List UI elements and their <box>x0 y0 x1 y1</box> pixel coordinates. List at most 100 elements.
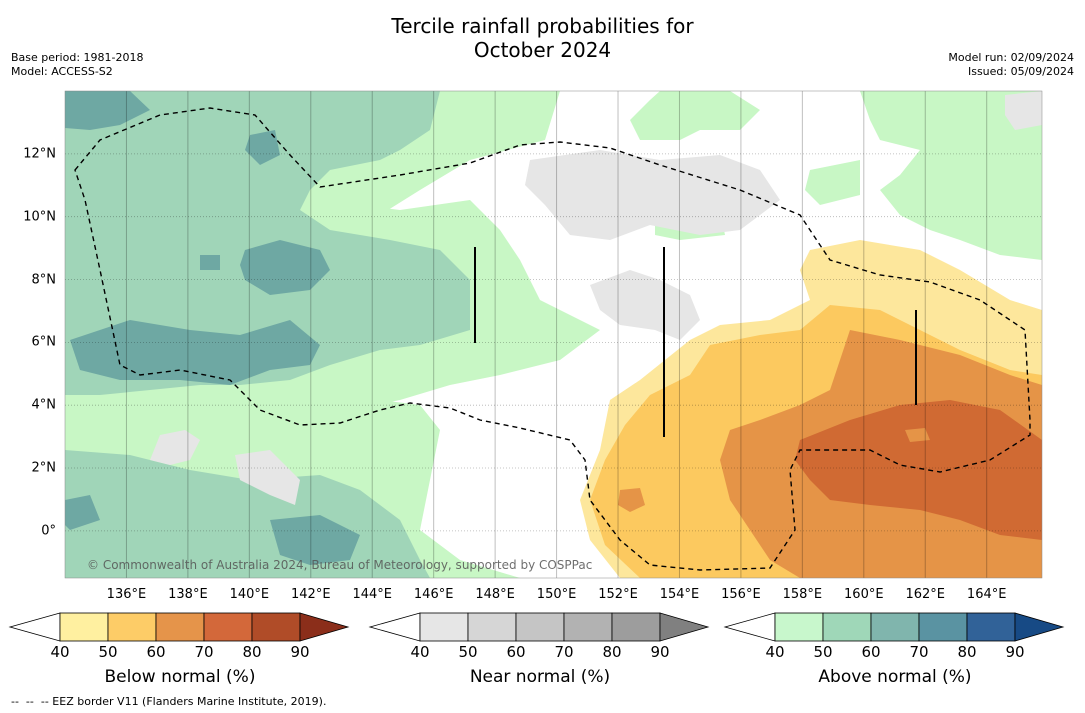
colorbar-tick-label: 60 <box>506 643 526 661</box>
colorbar-segment <box>611 612 661 642</box>
colorbar-tick-label: 90 <box>1005 643 1025 661</box>
colorbar-low-arrow <box>368 612 421 642</box>
colorbar-tick-label: 60 <box>861 643 881 661</box>
lon-tick-label: 154°E <box>659 587 700 602</box>
lat-tick-label: 2°N <box>31 460 57 476</box>
colorbar-low-arrow <box>723 612 776 642</box>
region-above-40-pocket2 <box>805 160 860 205</box>
colorbar-tick-label: 40 <box>765 643 785 661</box>
model-run-date: Model run: 02/09/2024 <box>948 51 1074 64</box>
lat-tick-label: 12°N <box>23 146 56 162</box>
lon-tick-label: 162°E <box>905 587 946 602</box>
colorbar-segment <box>966 612 1016 642</box>
map-title: Tercile rainfall probabilities for Octob… <box>0 14 1085 62</box>
lon-tick-label: 160°E <box>844 587 884 602</box>
lat-tick-label: 10°N <box>23 209 56 225</box>
region-above-60-south2 <box>270 515 360 565</box>
region-above-60-northwest <box>65 91 150 130</box>
colorbar-tick-label: 50 <box>458 643 478 661</box>
colorbar-title-below-normal: Below normal (%) <box>104 667 256 687</box>
colorbar-high-arrow <box>299 612 350 642</box>
colorbar-segment <box>467 612 517 642</box>
region-above-60-south <box>65 495 100 530</box>
colorbar-segment <box>822 612 872 642</box>
region-near-40-mid <box>590 270 700 340</box>
colorbar-tick-label: 40 <box>410 643 430 661</box>
region-below-70 <box>795 400 1042 540</box>
colorbar-segment <box>251 612 301 642</box>
colorbar-above-normal <box>723 612 1065 642</box>
lon-tick-label: 150°E <box>536 587 577 602</box>
region-above-60-patch2 <box>240 240 330 295</box>
colorbar-tick-label: 50 <box>98 643 118 661</box>
colorbar-tick-label: 90 <box>290 643 310 661</box>
region-above-50-west <box>65 91 470 395</box>
colorbar-low-arrow <box>8 612 61 642</box>
model-info: Base period: 1981-2018 Model: ACCESS-S2 <box>11 51 143 79</box>
issued-date: Issued: 05/09/2024 <box>967 65 1074 78</box>
lon-tick-label: 152°E <box>598 587 638 602</box>
colorbar-segment <box>107 612 157 642</box>
colorbar-tick-label: 80 <box>602 643 622 661</box>
lat-tick-label: 6°N <box>31 334 57 350</box>
colorbar-title-near-normal: Near normal (%) <box>469 667 611 687</box>
colorbar-segment <box>774 612 824 642</box>
lon-tick-label: 158°E <box>782 587 823 602</box>
colorbar-tick-label: 70 <box>194 643 214 661</box>
colorbar-high-arrow <box>1014 612 1065 642</box>
region-above-40-north <box>630 91 760 140</box>
region-near-40-central <box>525 150 780 240</box>
region-above-40-east <box>860 91 1042 260</box>
colorbar-tick-label: 70 <box>909 643 929 661</box>
probability-field <box>65 91 1042 578</box>
lon-tick-label: 146°E <box>413 587 454 602</box>
eez-footnote: -- -- -- EEZ border V11 (Flanders Marine… <box>11 695 327 708</box>
model-name: Model: ACCESS-S2 <box>11 65 113 78</box>
colorbar-tick-label: 40 <box>50 643 70 661</box>
region-above-60-patch1 <box>245 130 280 165</box>
region-below-60-spot <box>618 488 645 512</box>
region-below-60-spot2 <box>905 428 930 442</box>
colorbar-segment <box>203 612 253 642</box>
region-above-60-patch4 <box>200 255 220 270</box>
colorbar-tick-label: 60 <box>146 643 166 661</box>
colorbar-segment <box>155 612 205 642</box>
base-period: Base period: 1981-2018 <box>11 51 144 64</box>
colorbar-title-above-normal: Above normal (%) <box>818 667 972 687</box>
colorbar-segment <box>563 612 613 642</box>
copyright-notice: © Commonwealth of Australia 2024, Bureau… <box>87 558 593 572</box>
colorbars <box>8 612 1065 642</box>
lon-tick-label: 148°E <box>475 587 515 602</box>
eez-border <box>74 107 1031 571</box>
colorbar-segment <box>918 612 968 642</box>
lon-tick-label: 156°E <box>721 587 761 602</box>
colorbar-tick-label: 80 <box>242 643 262 661</box>
lat-tick-label: 4°N <box>31 397 57 413</box>
lon-tick-label: 144°E <box>352 587 392 602</box>
lat-tick-label: 0° <box>41 523 56 539</box>
map-frame <box>64 90 1043 579</box>
region-near-40-sw1 <box>150 430 200 465</box>
lon-tick-label: 138°E <box>168 587 208 602</box>
colorbar-high-arrow <box>659 612 710 642</box>
lat-lon-grid <box>65 91 1042 578</box>
colorbar-segment <box>419 612 469 642</box>
run-info: Model run: 02/09/2024 Issued: 05/09/2024 <box>948 51 1074 79</box>
colorbar-below-normal <box>8 612 350 642</box>
region-above-60-patch3 <box>70 320 320 385</box>
colorbar-near-normal <box>368 612 710 642</box>
colorbar-segment <box>515 612 565 642</box>
colorbar-tick-label: 90 <box>650 643 670 661</box>
colorbar-tick-label: 70 <box>554 643 574 661</box>
lon-tick-label: 164°E <box>966 587 1007 602</box>
colorbar-segment <box>870 612 920 642</box>
lat-tick-label: 8°N <box>31 272 57 288</box>
colorbar-tick-label: 50 <box>813 643 833 661</box>
lon-tick-label: 136°E <box>106 587 147 602</box>
region-near-40-sw2 <box>235 450 300 505</box>
colorbar-segment <box>59 612 109 642</box>
colorbar-tick-label: 80 <box>957 643 977 661</box>
title-line-1: Tercile rainfall probabilities for <box>391 14 694 38</box>
title-line-2: October 2024 <box>473 38 612 62</box>
